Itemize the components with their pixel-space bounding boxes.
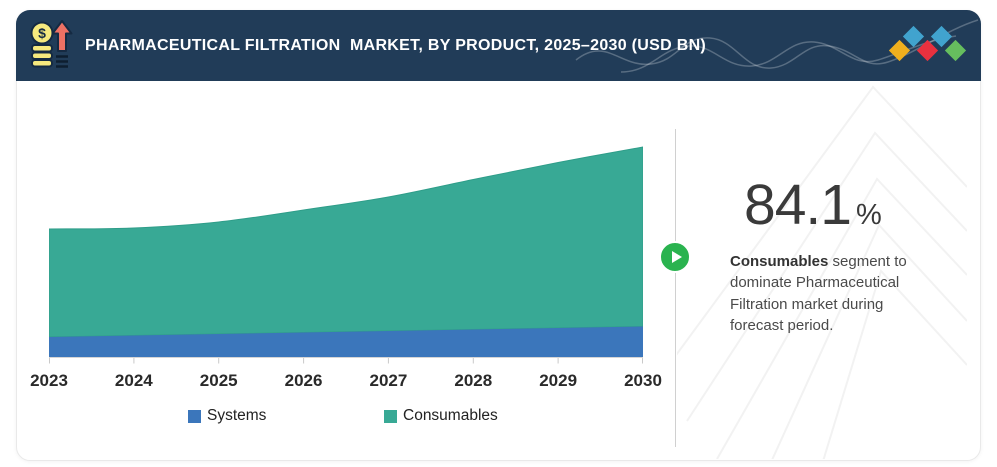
percent-value: 84.1: [744, 173, 852, 237]
legend-item: Systems: [188, 407, 266, 425]
logo-diamond: [916, 39, 939, 62]
legend-label: Systems: [207, 407, 267, 424]
play-icon: [671, 251, 682, 263]
play-button[interactable]: [659, 241, 691, 273]
x-axis-label: 2029: [539, 371, 578, 390]
x-axis-label: 2025: [199, 371, 238, 390]
x-axis-label: 2026: [284, 371, 323, 390]
page-title: PHARMACEUTICAL FILTRATION MARKET, BY PRO…: [85, 37, 707, 54]
x-axis-label: 2024: [114, 371, 153, 390]
big-percent: 84.1%: [744, 173, 940, 239]
x-axis-label: 2030: [624, 371, 662, 390]
legend-label: Consumables: [403, 407, 498, 424]
chart-legend: Systems Consumables: [188, 407, 628, 425]
consumables-area: [49, 146, 643, 338]
callout-panel: 84.1% Consumables segment to dominate Ph…: [730, 173, 940, 337]
callout-rest: segment to dominate Pharmaceutical Filtr…: [730, 252, 907, 335]
systems-area: [49, 326, 643, 357]
x-axis-label: 2028: [454, 371, 493, 390]
logo-diamond: [944, 39, 967, 62]
money-growth-icon: $: [30, 20, 73, 68]
legend-swatch: [384, 409, 397, 423]
legend-swatch: [188, 409, 201, 423]
infographic-card: $ PHARMACEUTICAL FILTRATION MARKET, BY P…: [16, 10, 981, 461]
logo-diamond: [888, 39, 911, 62]
brand-logo-diamonds-icon: [888, 23, 967, 68]
svg-text:$: $: [38, 25, 46, 41]
percent-sign: %: [855, 199, 882, 231]
stacked-area-chart: [49, 146, 643, 364]
watermark-chevrons: [677, 85, 967, 459]
wave-decoration-icon: [575, 19, 979, 73]
legend-item: Consumables: [384, 407, 498, 425]
callout-highlight: Consumables: [730, 252, 829, 270]
x-axis-label: 2023: [30, 371, 68, 390]
header-bar: $ PHARMACEUTICAL FILTRATION MARKET, BY P…: [16, 10, 981, 81]
callout-text: Consumables segment to dominate Pharmace…: [730, 251, 925, 337]
logo-diamond: [930, 25, 953, 48]
vertical-divider: [675, 129, 676, 447]
x-axis-label: 2027: [369, 371, 408, 390]
x-axis-labels: 2023 2024 2025 2026 2027 2028 2029 2030: [30, 371, 662, 391]
logo-diamond: [902, 25, 925, 48]
